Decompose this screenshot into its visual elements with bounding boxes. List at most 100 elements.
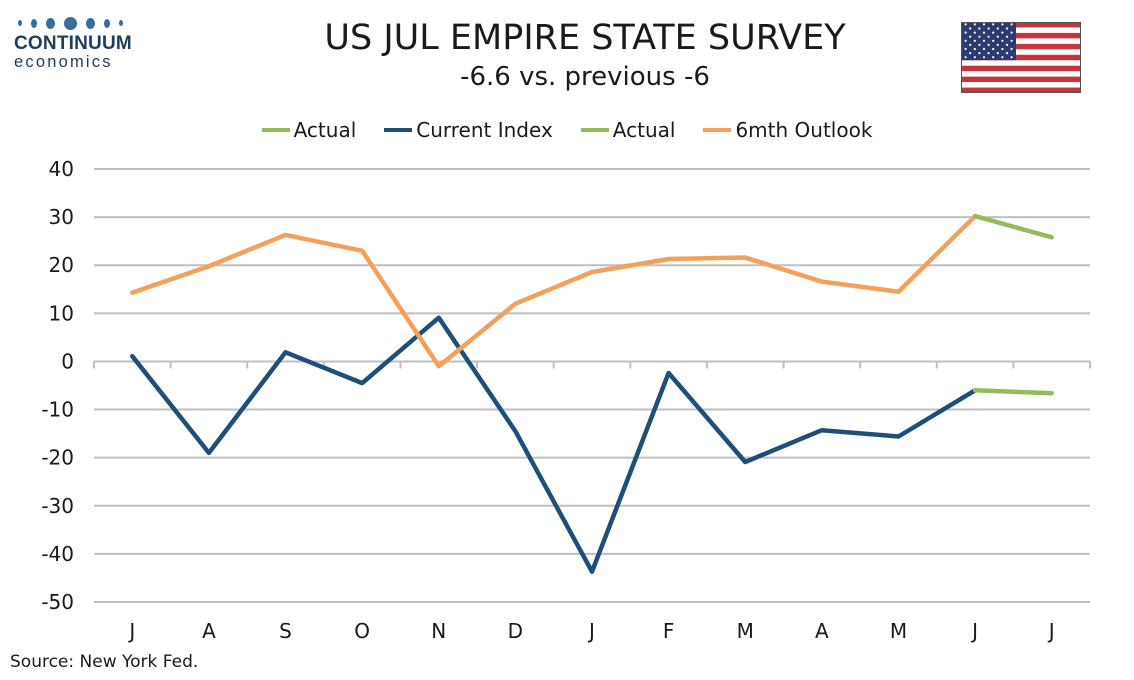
flag-star bbox=[996, 52, 999, 55]
flag-star bbox=[973, 23, 976, 26]
chart-legend: Actual Current Index Actual 6mth Outlook bbox=[0, 118, 1134, 142]
legend-item-6mth-outlook: 6mth Outlook bbox=[703, 118, 872, 142]
flag-star bbox=[1010, 47, 1013, 51]
flag-star bbox=[996, 35, 999, 38]
flag-star bbox=[973, 56, 976, 59]
x-tick-label: A bbox=[815, 619, 829, 643]
series-line-actual bbox=[972, 388, 1054, 396]
flag-star bbox=[982, 23, 986, 26]
flag-star bbox=[964, 47, 967, 51]
y-tick-label: 10 bbox=[49, 301, 74, 325]
legend-label: Actual bbox=[293, 118, 357, 142]
flag-star bbox=[973, 39, 976, 42]
flag-star bbox=[973, 47, 976, 51]
y-tick-label: 0 bbox=[61, 349, 74, 373]
flag-star bbox=[1005, 35, 1009, 38]
x-tick-label: M bbox=[890, 619, 907, 643]
legend-label: Current Index bbox=[416, 118, 553, 142]
y-tick-label: 30 bbox=[49, 205, 74, 229]
x-tick-label: J bbox=[970, 619, 978, 643]
flag-star bbox=[969, 43, 972, 46]
legend-item-actual-1: Actual bbox=[261, 118, 357, 142]
y-tick-label: -20 bbox=[41, 446, 74, 470]
gridlines bbox=[94, 168, 1090, 603]
x-tick-label: J bbox=[127, 619, 135, 643]
flag-star bbox=[982, 31, 986, 34]
y-tick-label: 40 bbox=[49, 157, 74, 181]
legend-item-current-index: Current Index bbox=[384, 118, 553, 142]
flag-star bbox=[987, 27, 990, 30]
flag-star bbox=[964, 23, 967, 26]
flag-star bbox=[987, 52, 990, 55]
flag-star bbox=[969, 35, 972, 38]
flag-star bbox=[987, 43, 990, 46]
series-line-current-index bbox=[130, 315, 978, 574]
flag-star bbox=[973, 31, 976, 34]
x-tick-label: N bbox=[431, 619, 446, 643]
flag-star bbox=[1005, 52, 1009, 55]
x-tick-label: O bbox=[354, 619, 370, 643]
flag-star bbox=[1010, 23, 1013, 26]
legend-swatch bbox=[261, 128, 290, 132]
flag-star bbox=[992, 23, 995, 26]
flag-star bbox=[964, 31, 967, 34]
flag-star bbox=[969, 27, 972, 30]
logo-dots bbox=[18, 14, 144, 32]
flag-star bbox=[978, 27, 981, 30]
flag-star bbox=[1010, 39, 1013, 42]
flag-star bbox=[996, 43, 999, 46]
series-lines bbox=[130, 213, 1054, 574]
flag-star bbox=[1001, 39, 1004, 42]
legend-swatch bbox=[580, 128, 609, 132]
flag-star bbox=[1001, 23, 1004, 26]
legend-label: 6mth Outlook bbox=[735, 118, 873, 142]
flag-star bbox=[1001, 47, 1004, 51]
axes bbox=[93, 360, 1091, 369]
flag-star bbox=[992, 39, 995, 42]
logo-sub: economics bbox=[14, 53, 113, 71]
x-tick-label: J bbox=[1047, 619, 1055, 643]
logo: CONTINUUM economics bbox=[14, 14, 144, 74]
flag-star bbox=[1001, 56, 1004, 59]
flag-star bbox=[982, 56, 986, 59]
x-tick-label: S bbox=[279, 619, 292, 643]
y-tick-label: -50 bbox=[41, 590, 74, 614]
x-tick-label: J bbox=[587, 619, 595, 643]
flag-star bbox=[982, 47, 986, 51]
y-tick-label: -10 bbox=[41, 398, 74, 422]
flag-star bbox=[978, 52, 981, 55]
y-tick-label: 20 bbox=[49, 253, 74, 277]
source-note: Source: New York Fed. bbox=[10, 652, 199, 672]
us-flag-icon bbox=[961, 22, 1081, 93]
flag-star bbox=[987, 35, 990, 38]
legend-item-actual-2: Actual bbox=[580, 118, 676, 142]
x-tick-label: D bbox=[508, 619, 523, 643]
flag-star bbox=[992, 47, 995, 51]
chart-subtitle: -6.6 vs. previous -6 bbox=[460, 62, 710, 92]
series-line-6mth-outlook bbox=[130, 213, 978, 369]
x-tick-label: F bbox=[663, 619, 675, 643]
flag-star bbox=[978, 35, 981, 38]
series-line-actual bbox=[972, 213, 1054, 240]
flag-star bbox=[964, 56, 967, 59]
flag-star bbox=[1005, 27, 1009, 30]
flag-star bbox=[1005, 43, 1009, 46]
flag-star bbox=[982, 39, 986, 42]
flag-star bbox=[969, 52, 972, 55]
y-tick-label: -30 bbox=[41, 494, 74, 518]
x-tick-label: M bbox=[737, 619, 754, 643]
flag-star bbox=[996, 27, 999, 30]
legend-swatch bbox=[384, 128, 413, 132]
x-tick-label: A bbox=[202, 619, 216, 643]
legend-swatch bbox=[703, 128, 732, 132]
flag-star bbox=[992, 56, 995, 59]
flag-star bbox=[964, 39, 967, 42]
tick-labels: 40 30 20 10 0 -10 -20 -30 -40 -50 J A S O N D J F M A M J J bbox=[41, 157, 1054, 643]
flag-star bbox=[992, 31, 995, 34]
flag-star bbox=[1010, 31, 1013, 34]
logo-name: CONTINUUM bbox=[14, 33, 132, 54]
flag-star bbox=[1010, 56, 1013, 59]
legend-label: Actual bbox=[612, 118, 676, 142]
chart-title: US JUL EMPIRE STATE SURVEY bbox=[324, 18, 846, 58]
